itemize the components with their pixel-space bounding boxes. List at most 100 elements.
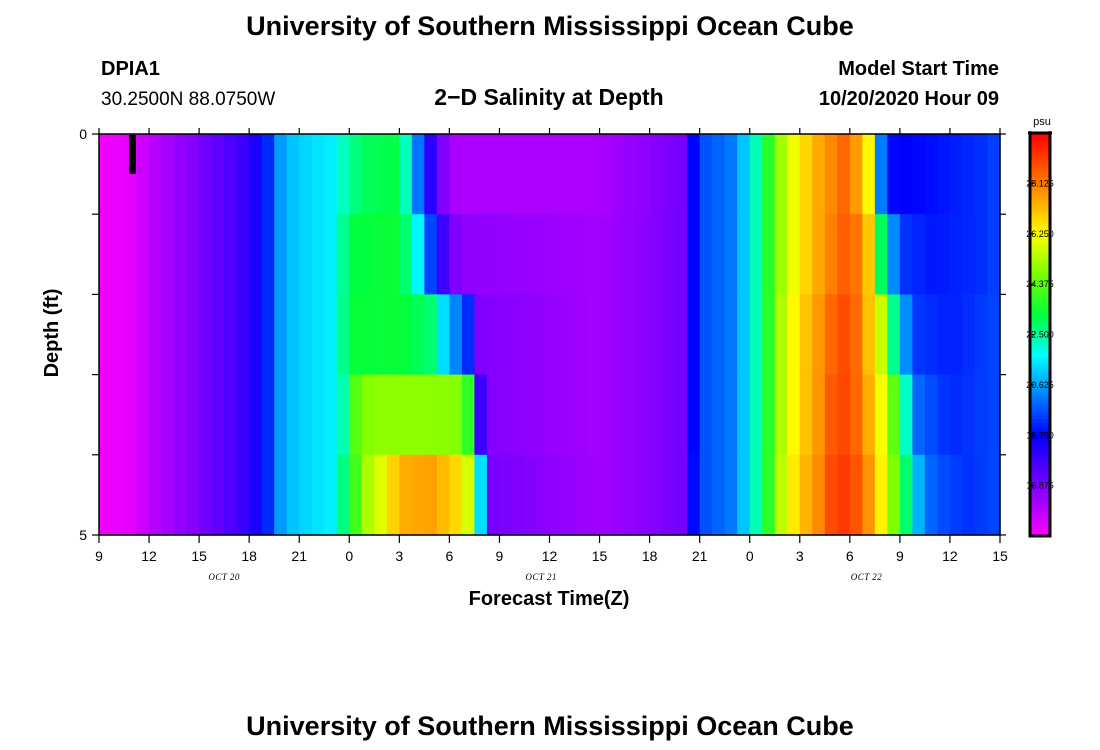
heatmap-cell: [499, 294, 513, 376]
heatmap-cell: [186, 454, 200, 536]
heatmap-cell: [161, 214, 175, 295]
heatmap-cell: [224, 454, 238, 536]
heatmap-cell: [712, 214, 726, 295]
heatmap-cell: [674, 374, 688, 456]
x-tick-label: 12: [542, 548, 558, 564]
colorbar-segment: [1030, 260, 1050, 265]
heatmap-cell: [837, 294, 851, 376]
colorbar-segment: [1030, 233, 1050, 238]
heatmap-cell: [699, 214, 713, 295]
heatmap-cell: [899, 214, 913, 295]
heatmap-cell: [199, 454, 213, 536]
heatmap-cell: [774, 294, 788, 376]
heatmap-cell: [812, 214, 826, 295]
colorbar-segment: [1030, 354, 1050, 359]
colorbar-segment: [1030, 337, 1050, 342]
heatmap-cell: [136, 454, 150, 536]
colorbar-segment: [1030, 149, 1050, 154]
colorbar-segment: [1030, 180, 1050, 184]
heatmap-cell: [299, 214, 313, 295]
heatmap-cell: [612, 134, 626, 215]
date-label: OCT 20: [208, 572, 240, 582]
heatmap-cell: [749, 374, 763, 456]
heatmap-cell: [311, 374, 325, 456]
heatmap-cell: [737, 454, 751, 536]
heatmap-cell: [899, 454, 913, 536]
heatmap-cell: [436, 454, 450, 536]
heatmap-cell: [612, 294, 626, 376]
heatmap-cell: [174, 374, 188, 456]
heatmap-cell: [737, 214, 751, 295]
heatmap-cell: [499, 134, 513, 215]
colorbar-label: 20.625: [1026, 380, 1054, 390]
heatmap-cell: [499, 454, 513, 536]
heatmap-cell: [862, 214, 876, 295]
heatmap: [99, 134, 1001, 536]
heatmap-cell: [874, 374, 888, 456]
heatmap-cell: [912, 134, 926, 215]
heatmap-cell: [149, 294, 163, 376]
heatmap-cell: [737, 374, 751, 456]
colorbar-segment: [1030, 327, 1050, 332]
heatmap-cell: [612, 454, 626, 536]
heatmap-cell: [499, 214, 513, 295]
colorbar-segment: [1030, 499, 1050, 504]
heatmap-cell: [962, 214, 976, 295]
colorbar-segment: [1030, 133, 1050, 137]
colorbar-segment: [1030, 341, 1050, 346]
heatmap-cell: [161, 294, 175, 376]
colorbar-segment: [1030, 247, 1050, 252]
x-axis-label: Forecast Time(Z): [469, 588, 630, 610]
colorbar-segment: [1030, 139, 1050, 144]
heatmap-cell: [236, 454, 250, 536]
heatmap-cell: [124, 454, 138, 536]
heatmap-cell: [874, 454, 888, 536]
colorbar-segment: [1030, 502, 1050, 507]
heatmap-cell: [649, 214, 663, 295]
heatmap-cell: [386, 374, 400, 456]
colorbar-segment: [1030, 529, 1050, 534]
heatmap-cell: [311, 294, 325, 376]
heatmap-cell: [336, 454, 350, 536]
heatmap-cell: [399, 294, 413, 376]
colorbar-segment: [1030, 371, 1050, 376]
heatmap-cell: [461, 214, 476, 295]
colorbar-segment: [1030, 284, 1050, 289]
heatmap-cell: [799, 134, 813, 215]
colorbar-segment: [1030, 163, 1050, 168]
heatmap-cell: [937, 454, 951, 536]
heatmap-cell: [599, 214, 613, 295]
colorbar-segment: [1030, 307, 1050, 312]
heatmap-cell: [962, 294, 976, 376]
heatmap-cell: [724, 294, 738, 376]
heatmap-cell: [511, 214, 526, 295]
heatmap-cell: [486, 454, 501, 536]
colorbar-segment: [1030, 274, 1050, 279]
heatmap-cell: [374, 454, 388, 536]
heatmap-cell: [524, 454, 538, 536]
colorbar-label: 24.375: [1026, 279, 1054, 289]
colorbar-segment: [1030, 495, 1050, 500]
heatmap-cell: [286, 134, 300, 215]
heatmap-cell: [862, 294, 876, 376]
heatmap-cell: [837, 454, 851, 536]
heatmap-cell: [599, 454, 613, 536]
colorbar-segment: [1030, 525, 1050, 530]
colorbar-end-dot: [1028, 131, 1032, 135]
colorbar-end-dot: [1048, 131, 1052, 135]
heatmap-cell: [812, 294, 826, 376]
colorbar-segment: [1030, 381, 1050, 386]
x-tick-label: 3: [796, 548, 804, 564]
heatmap-cell: [862, 134, 876, 215]
heatmap-cell: [949, 374, 964, 456]
x-tick-label: 21: [291, 548, 307, 564]
heatmap-cell: [174, 134, 188, 215]
heatmap-cell: [824, 134, 838, 215]
heatmap-cell: [99, 294, 113, 376]
heatmap-cell: [662, 374, 676, 456]
heatmap-cell: [111, 214, 125, 295]
heatmap-cell: [887, 134, 901, 215]
heatmap-cell: [937, 214, 951, 295]
heatmap-cell: [674, 454, 688, 536]
heatmap-cell: [637, 214, 651, 295]
